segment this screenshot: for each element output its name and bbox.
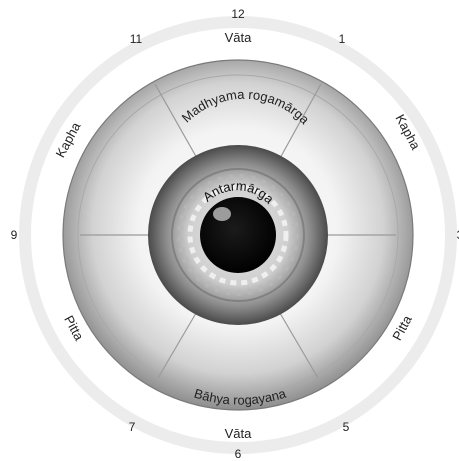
clock-12: 12 (231, 7, 245, 21)
iris-texture (177, 174, 299, 296)
clock-9: 9 (11, 228, 18, 242)
outer-halo-ring (19, 16, 457, 454)
dosha-vata-top: Vāta (225, 30, 253, 45)
zone-boundary-ring (77, 74, 399, 396)
zone-dividers (80, 83, 396, 379)
pupil-highlight (213, 207, 231, 221)
zone-outer-label: Bāhya rogayana (192, 385, 288, 407)
clock-11: 11 (130, 32, 143, 46)
clock-7: 7 (129, 420, 136, 434)
clock-1: 1 (339, 32, 346, 46)
collarette (171, 168, 305, 302)
pupil (200, 197, 276, 273)
clock-6: 6 (235, 447, 242, 461)
clock-3: 3 (457, 228, 459, 242)
dosha-vata-bottom: Vāta (225, 426, 253, 441)
clock-5: 5 (343, 420, 350, 434)
